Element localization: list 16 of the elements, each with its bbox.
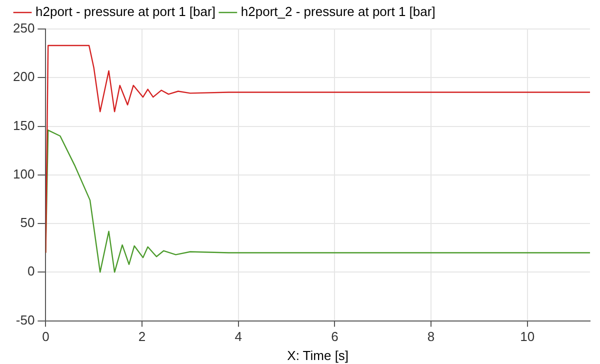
legend-label: h2port - pressure at port 1 [bar] xyxy=(36,4,216,20)
x-tick-label: 8 xyxy=(427,329,435,344)
x-tick-label: 4 xyxy=(234,329,242,344)
y-tick-label: 0 xyxy=(27,264,35,279)
y-tick-label: 100 xyxy=(12,166,35,182)
x-tick-label: 10 xyxy=(520,329,535,344)
y-tick-label: -50 xyxy=(16,312,35,328)
x-tick-label: 0 xyxy=(42,329,50,344)
x-tick-label: 6 xyxy=(331,329,338,344)
x-tick-label: 2 xyxy=(138,329,146,344)
y-tick-label: 200 xyxy=(12,69,35,84)
y-tick-label: 250 xyxy=(12,20,35,36)
y-tick-label: 50 xyxy=(20,215,35,230)
y-tick-label: 150 xyxy=(12,118,35,133)
legend-label: h2port_2 - pressure at port 1 [bar] xyxy=(240,4,436,20)
x-axis-title: X: Time [s] xyxy=(287,348,349,363)
